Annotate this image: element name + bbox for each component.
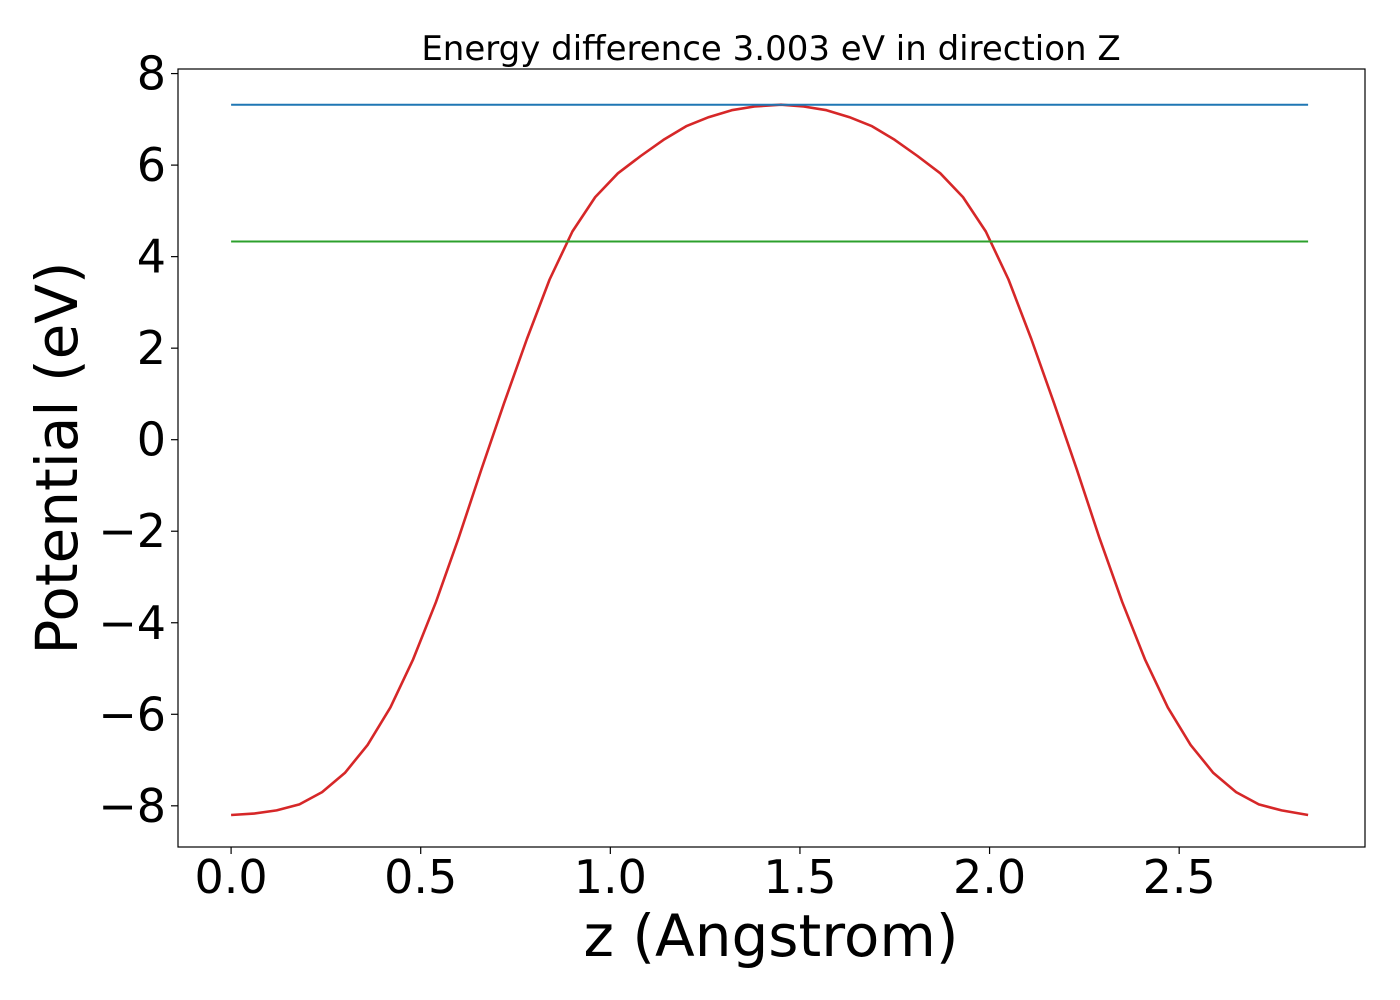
y-tick-label: 4 bbox=[137, 230, 166, 284]
series-line-0 bbox=[231, 103, 1309, 817]
y-axis: −8 −6 −4 −2 0 2 4 6 8 bbox=[98, 47, 178, 833]
x-tick-label: 1.0 bbox=[574, 850, 647, 904]
x-tick-label: 0.5 bbox=[384, 850, 457, 904]
x-axis: 0.0 0.5 1.0 1.5 2.0 2.5 bbox=[195, 847, 1216, 904]
x-tick-label: 2.0 bbox=[953, 850, 1026, 904]
y-tick-label: 6 bbox=[137, 138, 166, 192]
series-layer bbox=[231, 103, 1309, 817]
x-tick-label: 2.5 bbox=[1143, 850, 1216, 904]
plot-frame bbox=[177, 68, 1366, 848]
y-tick-label: 2 bbox=[137, 321, 166, 375]
y-axis-label: Potential (eV) bbox=[23, 261, 91, 654]
x-tick-label: 1.5 bbox=[763, 850, 836, 904]
y-tick-label: 0 bbox=[137, 413, 166, 467]
chart-title: Energy difference 3.003 eV in direction … bbox=[421, 29, 1120, 69]
y-tick-label: 8 bbox=[137, 47, 166, 101]
y-tick-label: −6 bbox=[98, 687, 166, 741]
x-tick-label: 0.0 bbox=[195, 850, 268, 904]
x-axis-label: z (Angstrom) bbox=[584, 902, 959, 970]
y-tick-label: −2 bbox=[98, 504, 166, 558]
y-tick-label: −8 bbox=[98, 779, 166, 833]
y-tick-label: −4 bbox=[98, 596, 166, 650]
